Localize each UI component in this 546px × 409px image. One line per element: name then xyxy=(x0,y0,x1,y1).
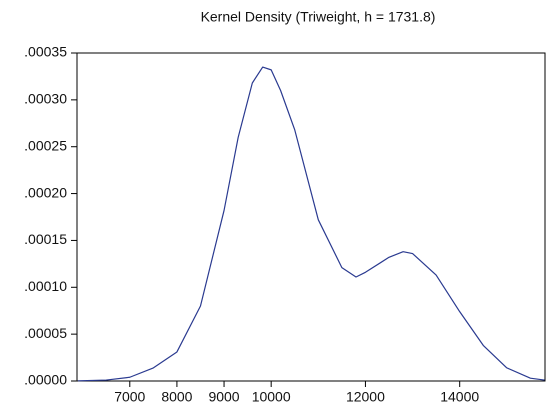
x-tick-label: 10000 xyxy=(252,389,291,405)
density-line xyxy=(77,66,545,382)
x-tick-label: 12000 xyxy=(346,389,385,405)
y-tick-label: .00020 xyxy=(24,184,67,200)
y-tick-label: .00035 xyxy=(24,44,67,60)
y-tick-label: .00000 xyxy=(24,372,67,388)
x-tick-label: 7000 xyxy=(114,389,145,405)
y-tick-label: .00025 xyxy=(24,137,67,153)
y-tick-label: .00010 xyxy=(24,278,67,294)
x-tick-label: 14000 xyxy=(440,389,479,405)
x-tick-label: 9000 xyxy=(208,389,239,405)
y-tick-label: .00030 xyxy=(24,91,67,107)
plot-frame xyxy=(76,52,546,382)
y-tick-label: .00005 xyxy=(24,325,67,341)
y-tick-label: .00015 xyxy=(24,231,67,247)
x-tick-label: 8000 xyxy=(161,389,192,405)
chart-title: Kernel Density (Triweight, h = 1731.8) xyxy=(201,9,436,25)
